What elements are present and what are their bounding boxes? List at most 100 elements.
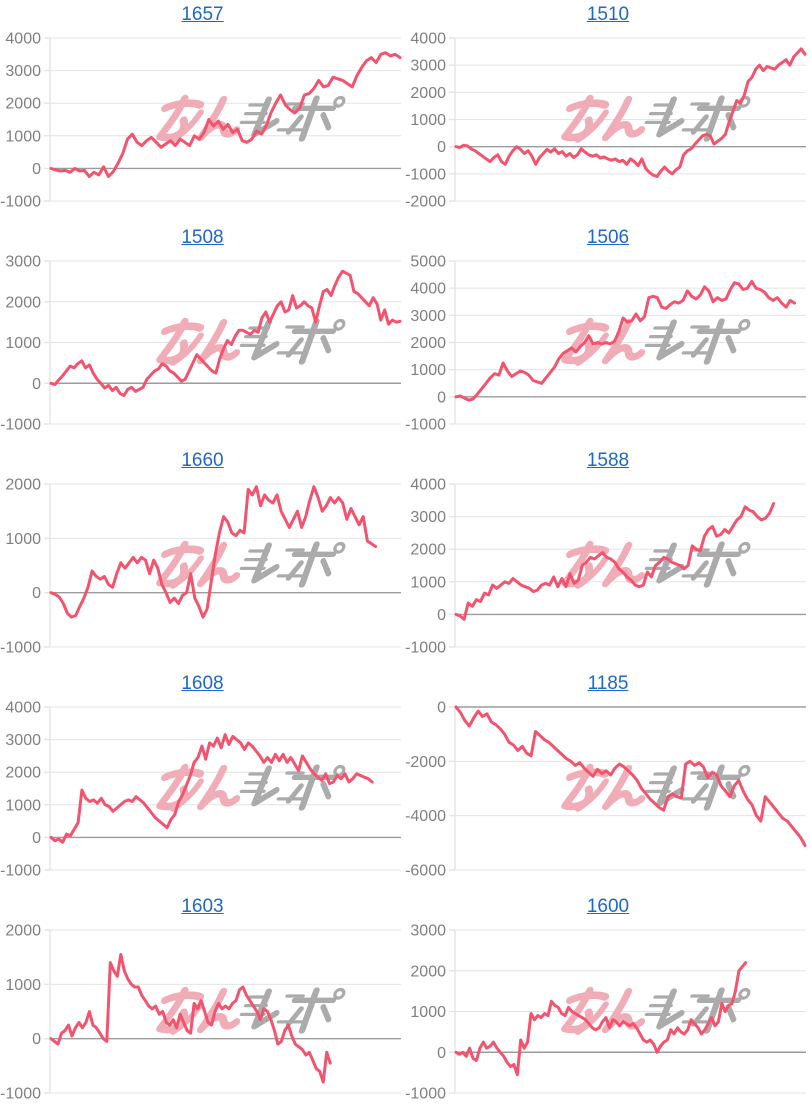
series-line [454,705,807,847]
y-tick-label: 0 [32,1031,41,1048]
machine-number-link[interactable]: 1657 [181,4,224,25]
chart-cell: 1603 2000 1000 0 -1000 [0,892,405,1115]
machine-number-link[interactable]: 1506 [586,227,630,248]
y-tick-label: 2000 [410,963,446,980]
y-tick-label: 0 [437,1045,446,1062]
chart-cell: 1588 4000 3000 2000 1000 0 -1000 [405,446,811,669]
line-chart: 3000 2000 1000 0 -1000 [0,254,402,434]
chart-cell: 1506 5000 4000 3000 2000 1000 0 -1000 [405,223,811,446]
y-tick-label: 1000 [410,112,446,129]
machine-number-link[interactable]: 1660 [181,450,224,471]
series-line [49,733,374,844]
y-tick-label: 1000 [5,335,41,352]
machine-number-link[interactable]: 1603 [181,896,224,917]
y-tick-label: -1000 [0,1086,41,1103]
y-tick-label: -2000 [405,754,446,771]
y-tick-label: -1000 [405,417,446,434]
line-chart: 2000 1000 0 -1000 [0,477,401,657]
y-tick-label: 3000 [410,58,446,75]
y-tick-label: 0 [437,607,446,624]
y-tick-label: -1000 [405,166,446,183]
y-tick-label: 2000 [5,923,41,940]
y-tick-label: 3000 [410,923,446,940]
line-chart: 4000 3000 2000 1000 0 -1000 [0,700,401,880]
y-tick-label: 1000 [5,797,41,814]
series-line [454,502,776,621]
machine-number-link[interactable]: 1510 [586,4,630,25]
y-tick-label: 3000 [410,308,446,325]
y-tick-label: 1000 [410,574,446,591]
machine-number-link[interactable]: 1185 [587,673,629,694]
watermark [157,543,345,585]
y-tick-label: 3000 [5,254,41,271]
watermark [562,97,750,139]
y-tick-label: 1000 [5,977,41,994]
chart-cell: 1600 3000 2000 1000 0 -1000 [405,892,811,1115]
y-tick-label: 2000 [410,542,446,559]
series-line [49,269,402,397]
y-tick-label: 1000 [410,1004,446,1021]
chart-cell: 1608 4000 3000 2000 1000 0 -1000 [0,669,405,892]
y-tick-label: 2000 [5,294,41,311]
chart-cell: 1185 0 -2000 -4000 -6000 [405,669,811,892]
y-tick-label: 2000 [5,477,41,494]
machine-number-link[interactable]: 1600 [586,896,630,917]
y-tick-label: -1000 [0,640,41,657]
y-tick-label: 2000 [5,96,41,113]
y-tick-label: 0 [32,376,41,393]
chart-title-row: 1657 [0,4,405,29]
series-line [454,961,748,1077]
y-tick-label: 4000 [410,281,446,298]
series-line [49,51,402,178]
chart-title-row: 1588 [405,450,811,475]
y-tick-label: 2000 [5,765,41,782]
line-chart: 4000 3000 2000 1000 0 -1000 -2000 [405,31,807,211]
chart-title-row: 1185 [405,673,811,698]
watermark [157,320,345,362]
y-tick-label: 1000 [5,128,41,145]
y-tick-label: 0 [437,700,446,717]
line-chart: 2000 1000 0 -1000 [0,923,401,1103]
chart-title-row: 1600 [405,896,811,921]
y-tick-label: 1000 [5,531,41,548]
y-tick-label: 0 [32,585,41,602]
y-tick-label: -1000 [0,863,41,880]
y-tick-label: 4000 [5,31,41,48]
y-tick-label: 3000 [5,732,41,749]
y-tick-label: -2000 [405,194,446,211]
y-tick-label: 1000 [410,362,446,379]
chart-title-row: 1603 [0,896,405,921]
y-tick-label: 4000 [5,700,41,717]
chart-title-row: 1608 [0,673,405,698]
y-tick-label: 0 [437,389,446,406]
chart-title-row: 1660 [0,450,405,475]
chart-title-row: 1510 [405,4,811,29]
y-tick-label: 2000 [410,335,446,352]
machine-number-link[interactable]: 1588 [586,450,630,471]
y-tick-label: 0 [437,139,446,156]
line-chart: 0 -2000 -4000 -6000 [405,700,807,880]
line-chart: 4000 3000 2000 1000 0 -1000 [0,31,402,211]
line-chart: 4000 3000 2000 1000 0 -1000 [405,477,806,657]
chart-cell: 1508 3000 2000 1000 0 -1000 [0,223,405,446]
chart-cell: 1660 2000 1000 0 -1000 [0,446,405,669]
y-tick-label: 0 [32,161,41,178]
machine-number-link[interactable]: 1608 [181,673,224,694]
y-tick-label: 2000 [410,85,446,102]
y-tick-label: -4000 [405,808,446,825]
y-tick-label: 3000 [5,63,41,80]
y-tick-label: 4000 [410,477,446,494]
y-tick-label: -1000 [0,417,41,434]
chart-cell: 1510 4000 3000 2000 1000 0 -1000 -2000 [405,0,811,223]
chart-cell: 1657 4000 3000 2000 1000 0 -1000 [0,0,405,223]
series-line [49,953,332,1084]
y-tick-label: -1000 [405,1086,446,1103]
y-tick-label: 5000 [410,254,446,271]
watermark [157,97,345,139]
chart-title-row: 1508 [0,227,405,252]
series-line [49,485,378,619]
y-tick-label: 4000 [410,31,446,48]
series-line [454,47,807,178]
machine-number-link[interactable]: 1508 [181,227,224,248]
